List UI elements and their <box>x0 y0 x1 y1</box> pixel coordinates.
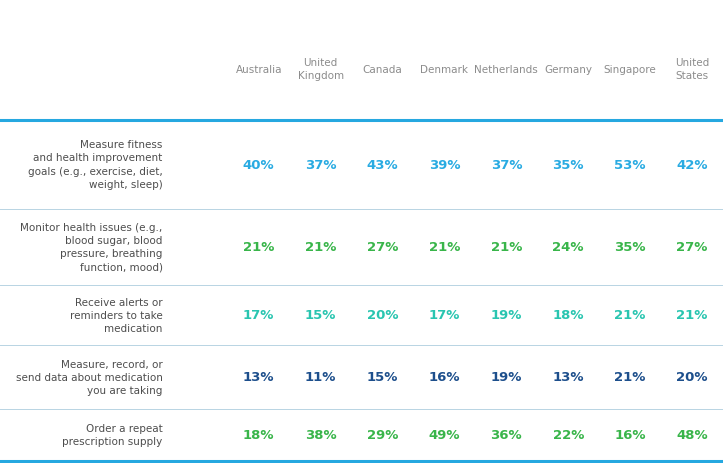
Text: United
States: United States <box>675 58 709 81</box>
Text: Measure fitness
and health improvement
goals (e.g., exercise, diet,
weight, slee: Measure fitness and health improvement g… <box>28 140 163 189</box>
Text: 43%: 43% <box>367 158 398 171</box>
Text: Germany: Germany <box>544 64 592 75</box>
Text: 20%: 20% <box>676 371 708 384</box>
Text: 15%: 15% <box>305 309 336 322</box>
Text: 17%: 17% <box>429 309 460 322</box>
Text: United
Kingdom: United Kingdom <box>298 58 343 81</box>
Text: 17%: 17% <box>243 309 275 322</box>
Text: 21%: 21% <box>615 371 646 384</box>
Text: 16%: 16% <box>615 428 646 441</box>
Text: 21%: 21% <box>615 309 646 322</box>
Text: 15%: 15% <box>367 371 398 384</box>
Text: 13%: 13% <box>243 371 275 384</box>
Text: 13%: 13% <box>552 371 584 384</box>
Text: 35%: 35% <box>615 241 646 254</box>
Text: Receive alerts or
reminders to take
medication: Receive alerts or reminders to take medi… <box>70 297 163 333</box>
Text: Singapore: Singapore <box>604 64 656 75</box>
Text: 37%: 37% <box>491 158 522 171</box>
Text: Denmark: Denmark <box>420 64 469 75</box>
Text: 20%: 20% <box>367 309 398 322</box>
Text: 18%: 18% <box>243 428 275 441</box>
Text: 39%: 39% <box>429 158 460 171</box>
Text: 29%: 29% <box>367 428 398 441</box>
Text: 35%: 35% <box>552 158 584 171</box>
Text: 27%: 27% <box>367 241 398 254</box>
Text: 16%: 16% <box>429 371 460 384</box>
Text: 42%: 42% <box>676 158 708 171</box>
Text: 53%: 53% <box>615 158 646 171</box>
Text: 21%: 21% <box>491 241 522 254</box>
Text: 49%: 49% <box>429 428 460 441</box>
Text: Netherlands: Netherlands <box>474 64 538 75</box>
Text: Order a repeat
prescription supply: Order a repeat prescription supply <box>62 423 163 446</box>
Text: 11%: 11% <box>305 371 336 384</box>
Text: 37%: 37% <box>305 158 336 171</box>
Text: Measure, record, or
send data about medication
you are taking: Measure, record, or send data about medi… <box>16 359 163 395</box>
Text: Australia: Australia <box>236 64 282 75</box>
Text: 19%: 19% <box>491 371 522 384</box>
Text: 21%: 21% <box>676 309 708 322</box>
Text: 18%: 18% <box>552 309 584 322</box>
Text: 19%: 19% <box>491 309 522 322</box>
Text: 38%: 38% <box>305 428 336 441</box>
Text: 21%: 21% <box>429 241 460 254</box>
Text: 48%: 48% <box>676 428 708 441</box>
Text: 22%: 22% <box>552 428 584 441</box>
Text: 21%: 21% <box>305 241 336 254</box>
Text: 21%: 21% <box>243 241 275 254</box>
Text: Monitor health issues (e.g.,
blood sugar, blood
pressure, breathing
function, mo: Monitor health issues (e.g., blood sugar… <box>20 223 163 272</box>
Text: 40%: 40% <box>243 158 275 171</box>
Text: 36%: 36% <box>490 428 522 441</box>
Text: 27%: 27% <box>676 241 708 254</box>
Text: Canada: Canada <box>363 64 403 75</box>
Text: 24%: 24% <box>552 241 584 254</box>
